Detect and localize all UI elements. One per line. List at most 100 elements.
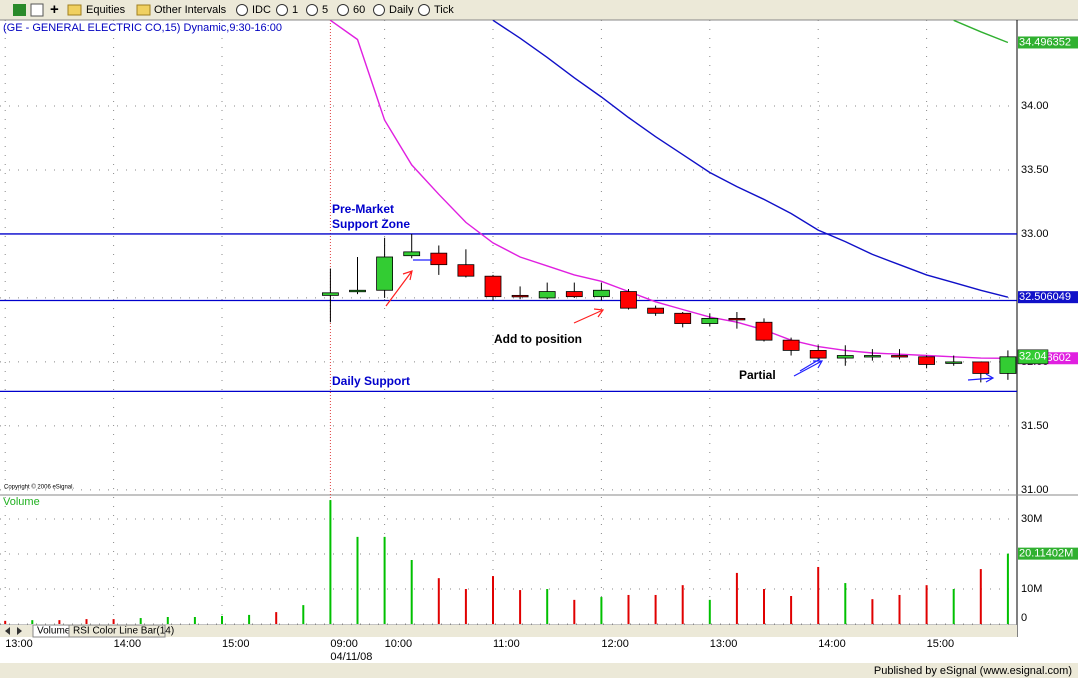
last-price-label: 32.04 (1019, 351, 1047, 363)
candle-body (999, 356, 1017, 374)
toolbar-item[interactable]: Tick (434, 4, 454, 16)
annotation: Support Zone (332, 217, 410, 231)
y-tick-label: 33.50 (1021, 164, 1049, 176)
x-tick-label: 14:00 (818, 638, 846, 650)
toolbar-icon (337, 4, 349, 16)
candle-body (891, 355, 908, 358)
tab[interactable] (68, 624, 166, 638)
toolbar-icon (306, 4, 318, 16)
candle-body (728, 318, 746, 321)
toolbar-item[interactable]: IDC (252, 4, 271, 16)
toolbar (0, 0, 1078, 20)
candle-body (701, 318, 719, 324)
candle-body (538, 291, 556, 299)
last-price-tag (1017, 349, 1049, 365)
annotation: Add to position (494, 332, 582, 346)
folder-icon (136, 4, 151, 16)
value-tag (1018, 291, 1078, 304)
arrow (385, 270, 413, 307)
x-tick-label: 15:00 (927, 638, 955, 650)
toolbar-item[interactable]: 60 (353, 4, 365, 16)
candle-body (593, 289, 610, 298)
tab-label[interactable]: RSI Color Line Bar(14) (73, 626, 174, 637)
moving-averages (329, 20, 1009, 359)
arrow (793, 358, 824, 377)
candle-body (809, 350, 827, 359)
candle-body (457, 264, 475, 277)
y-tick-label: 30M (1021, 513, 1042, 525)
x-tick-label: 13:00 (710, 638, 738, 650)
support-lines (0, 233, 1017, 392)
moving-average-line (953, 20, 1009, 44)
value-tag-label: 20.11402M (1019, 548, 1073, 560)
x-tick-label: 12:00 (601, 638, 629, 650)
candle-body (918, 356, 935, 365)
candle-body (321, 292, 339, 296)
axis-labels: 31.0031.5032.0032.5033.0033.5034.0032.02… (5, 36, 1078, 663)
footer (0, 663, 1078, 678)
toolbar-icon (418, 4, 430, 16)
x-tick-label: 11:00 (493, 638, 520, 650)
copyright: Copyright © 2006 eSignal. (4, 484, 74, 491)
toolbar-icon (276, 4, 288, 16)
x-tick-label: 10:00 (385, 638, 413, 650)
toolbar-item[interactable]: Daily (389, 4, 414, 16)
footer-text: Published by eSignal (www.esignal.com) (874, 665, 1072, 677)
toolbar-icon (236, 4, 248, 16)
candle-body (647, 307, 664, 314)
folder-icon (67, 4, 82, 16)
candle-body (836, 355, 854, 359)
candles (321, 233, 1017, 383)
x-tick-label: 13:00 (5, 638, 33, 650)
moving-average-line (492, 20, 1009, 298)
y-tick-label: 34.00 (1021, 100, 1049, 112)
value-tag-label: 34.496352 (1019, 36, 1071, 48)
candle-body (945, 361, 963, 364)
toolbar-item[interactable]: 5 (322, 4, 328, 16)
toolbar-item[interactable]: 1 (292, 4, 298, 16)
tab-label[interactable]: Volume (37, 626, 71, 637)
candle-body (349, 289, 366, 293)
candle-body (674, 312, 692, 324)
y-tick-label: 31.00 (1021, 484, 1049, 496)
toolbar-item[interactable]: Other Intervals (154, 4, 227, 16)
toolbar-icon[interactable] (13, 4, 26, 16)
tab-bar (0, 625, 1017, 637)
candle-body (511, 294, 529, 298)
date-label: 04/11/08 (330, 651, 372, 663)
chart-title: (GE - GENERAL ELECTRIC CO,15) Dynamic,9:… (3, 22, 282, 34)
candle-body (755, 321, 773, 341)
toolbar-icon[interactable] (30, 3, 44, 17)
toolbar-item[interactable]: Equities (86, 4, 126, 16)
arrow (573, 308, 605, 324)
candle-body (972, 361, 990, 374)
arrows (385, 259, 995, 383)
y-tick-label: 10M (1021, 583, 1042, 595)
value-tag (1018, 547, 1078, 560)
x-tick-label: 14:00 (114, 638, 142, 650)
value-tag (1018, 36, 1078, 49)
x-tick-label: 15:00 (222, 638, 250, 650)
annotation: Daily Support (332, 374, 410, 388)
y-tick-label: 33.00 (1021, 228, 1049, 240)
candle-body (782, 339, 800, 351)
toolbar-icon[interactable]: + (50, 1, 59, 18)
candle-body (376, 256, 394, 291)
value-tag-label: 32.506049 (1019, 291, 1071, 303)
candle-body (430, 252, 448, 266)
candle-body (565, 291, 583, 298)
candle-body (403, 251, 421, 257)
arrow (967, 373, 995, 383)
annotation: Pre-Market (332, 202, 394, 216)
candle-body (864, 355, 881, 358)
toolbar-icon (373, 4, 385, 16)
scroll-arrows[interactable] (5, 627, 22, 635)
pane-title: Volume (3, 496, 40, 508)
y-tick-label: 0 (1021, 612, 1027, 624)
candle-body (620, 291, 637, 309)
y-tick-label: 31.50 (1021, 420, 1049, 432)
candle-body (484, 275, 502, 298)
x-tick-label: 09:00 (330, 638, 358, 650)
